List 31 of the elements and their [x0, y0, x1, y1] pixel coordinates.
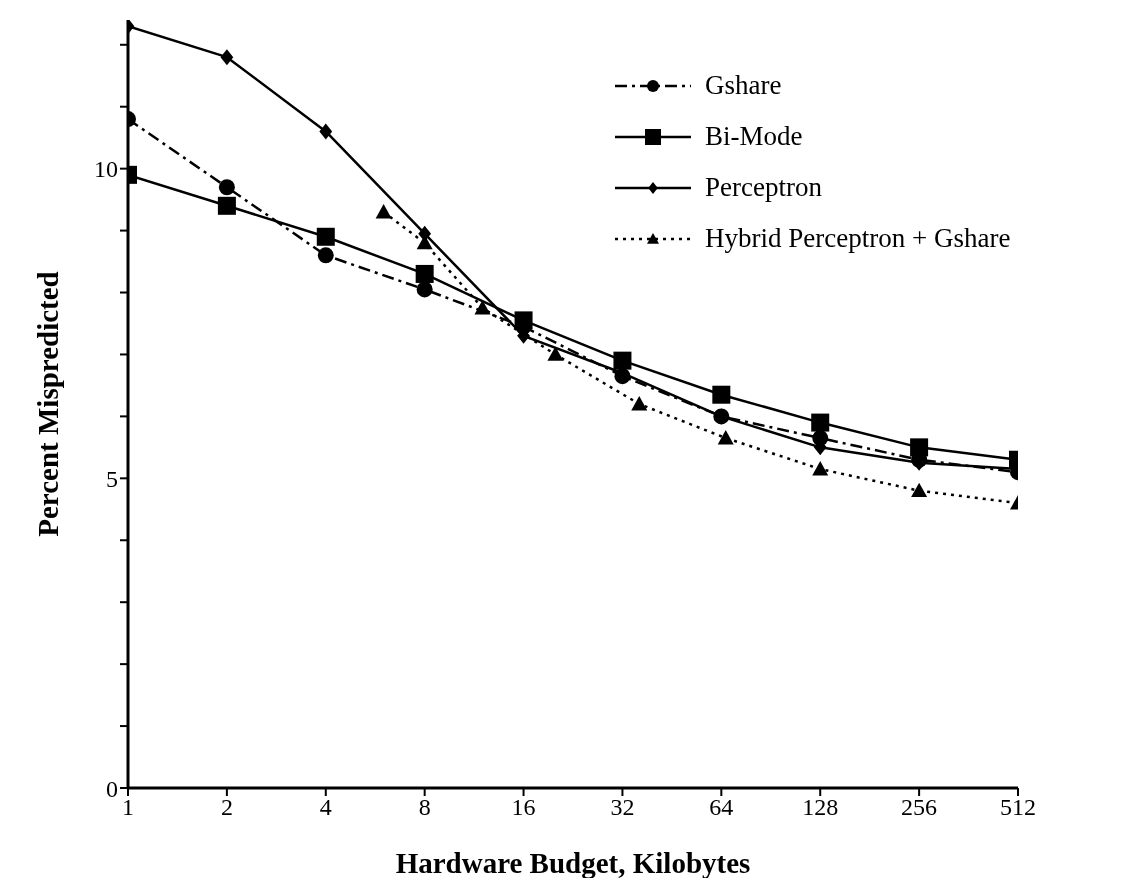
- y-axis-title: Percent Mispredicted: [32, 271, 65, 537]
- x-tick-label: 16: [511, 794, 536, 821]
- x-tick-label: 512: [1000, 794, 1036, 821]
- point: [811, 413, 830, 432]
- legend-label: Bi-Mode: [705, 121, 803, 152]
- x-tick-label: 2: [220, 794, 233, 821]
- x-tick-label: 8: [418, 794, 431, 821]
- x-tick-label: 256: [901, 794, 938, 821]
- x-tick-label: 128: [802, 794, 839, 821]
- point: [319, 123, 333, 140]
- y-tick-label: 0: [106, 775, 118, 802]
- y-tick-label: 10: [94, 156, 118, 183]
- point: [712, 385, 731, 404]
- legend-label: Hybrid Perceptron + Gshare: [705, 223, 1011, 254]
- point: [514, 311, 533, 330]
- point: [217, 196, 236, 215]
- x-tick-label: 4: [319, 794, 332, 821]
- point: [317, 247, 334, 264]
- y-tick-label: 5: [106, 465, 118, 492]
- x-tick-label: 32: [610, 794, 635, 821]
- point: [910, 438, 929, 457]
- legend-label: Perceptron: [705, 172, 822, 203]
- x-tick-label: 64: [709, 794, 734, 821]
- point: [220, 49, 234, 66]
- point: [415, 264, 434, 283]
- point: [218, 179, 235, 196]
- point: [416, 281, 433, 298]
- legend-label: Gshare: [705, 70, 782, 101]
- x-tick-label: 1: [122, 794, 134, 821]
- point: [316, 227, 335, 246]
- point: [613, 351, 632, 370]
